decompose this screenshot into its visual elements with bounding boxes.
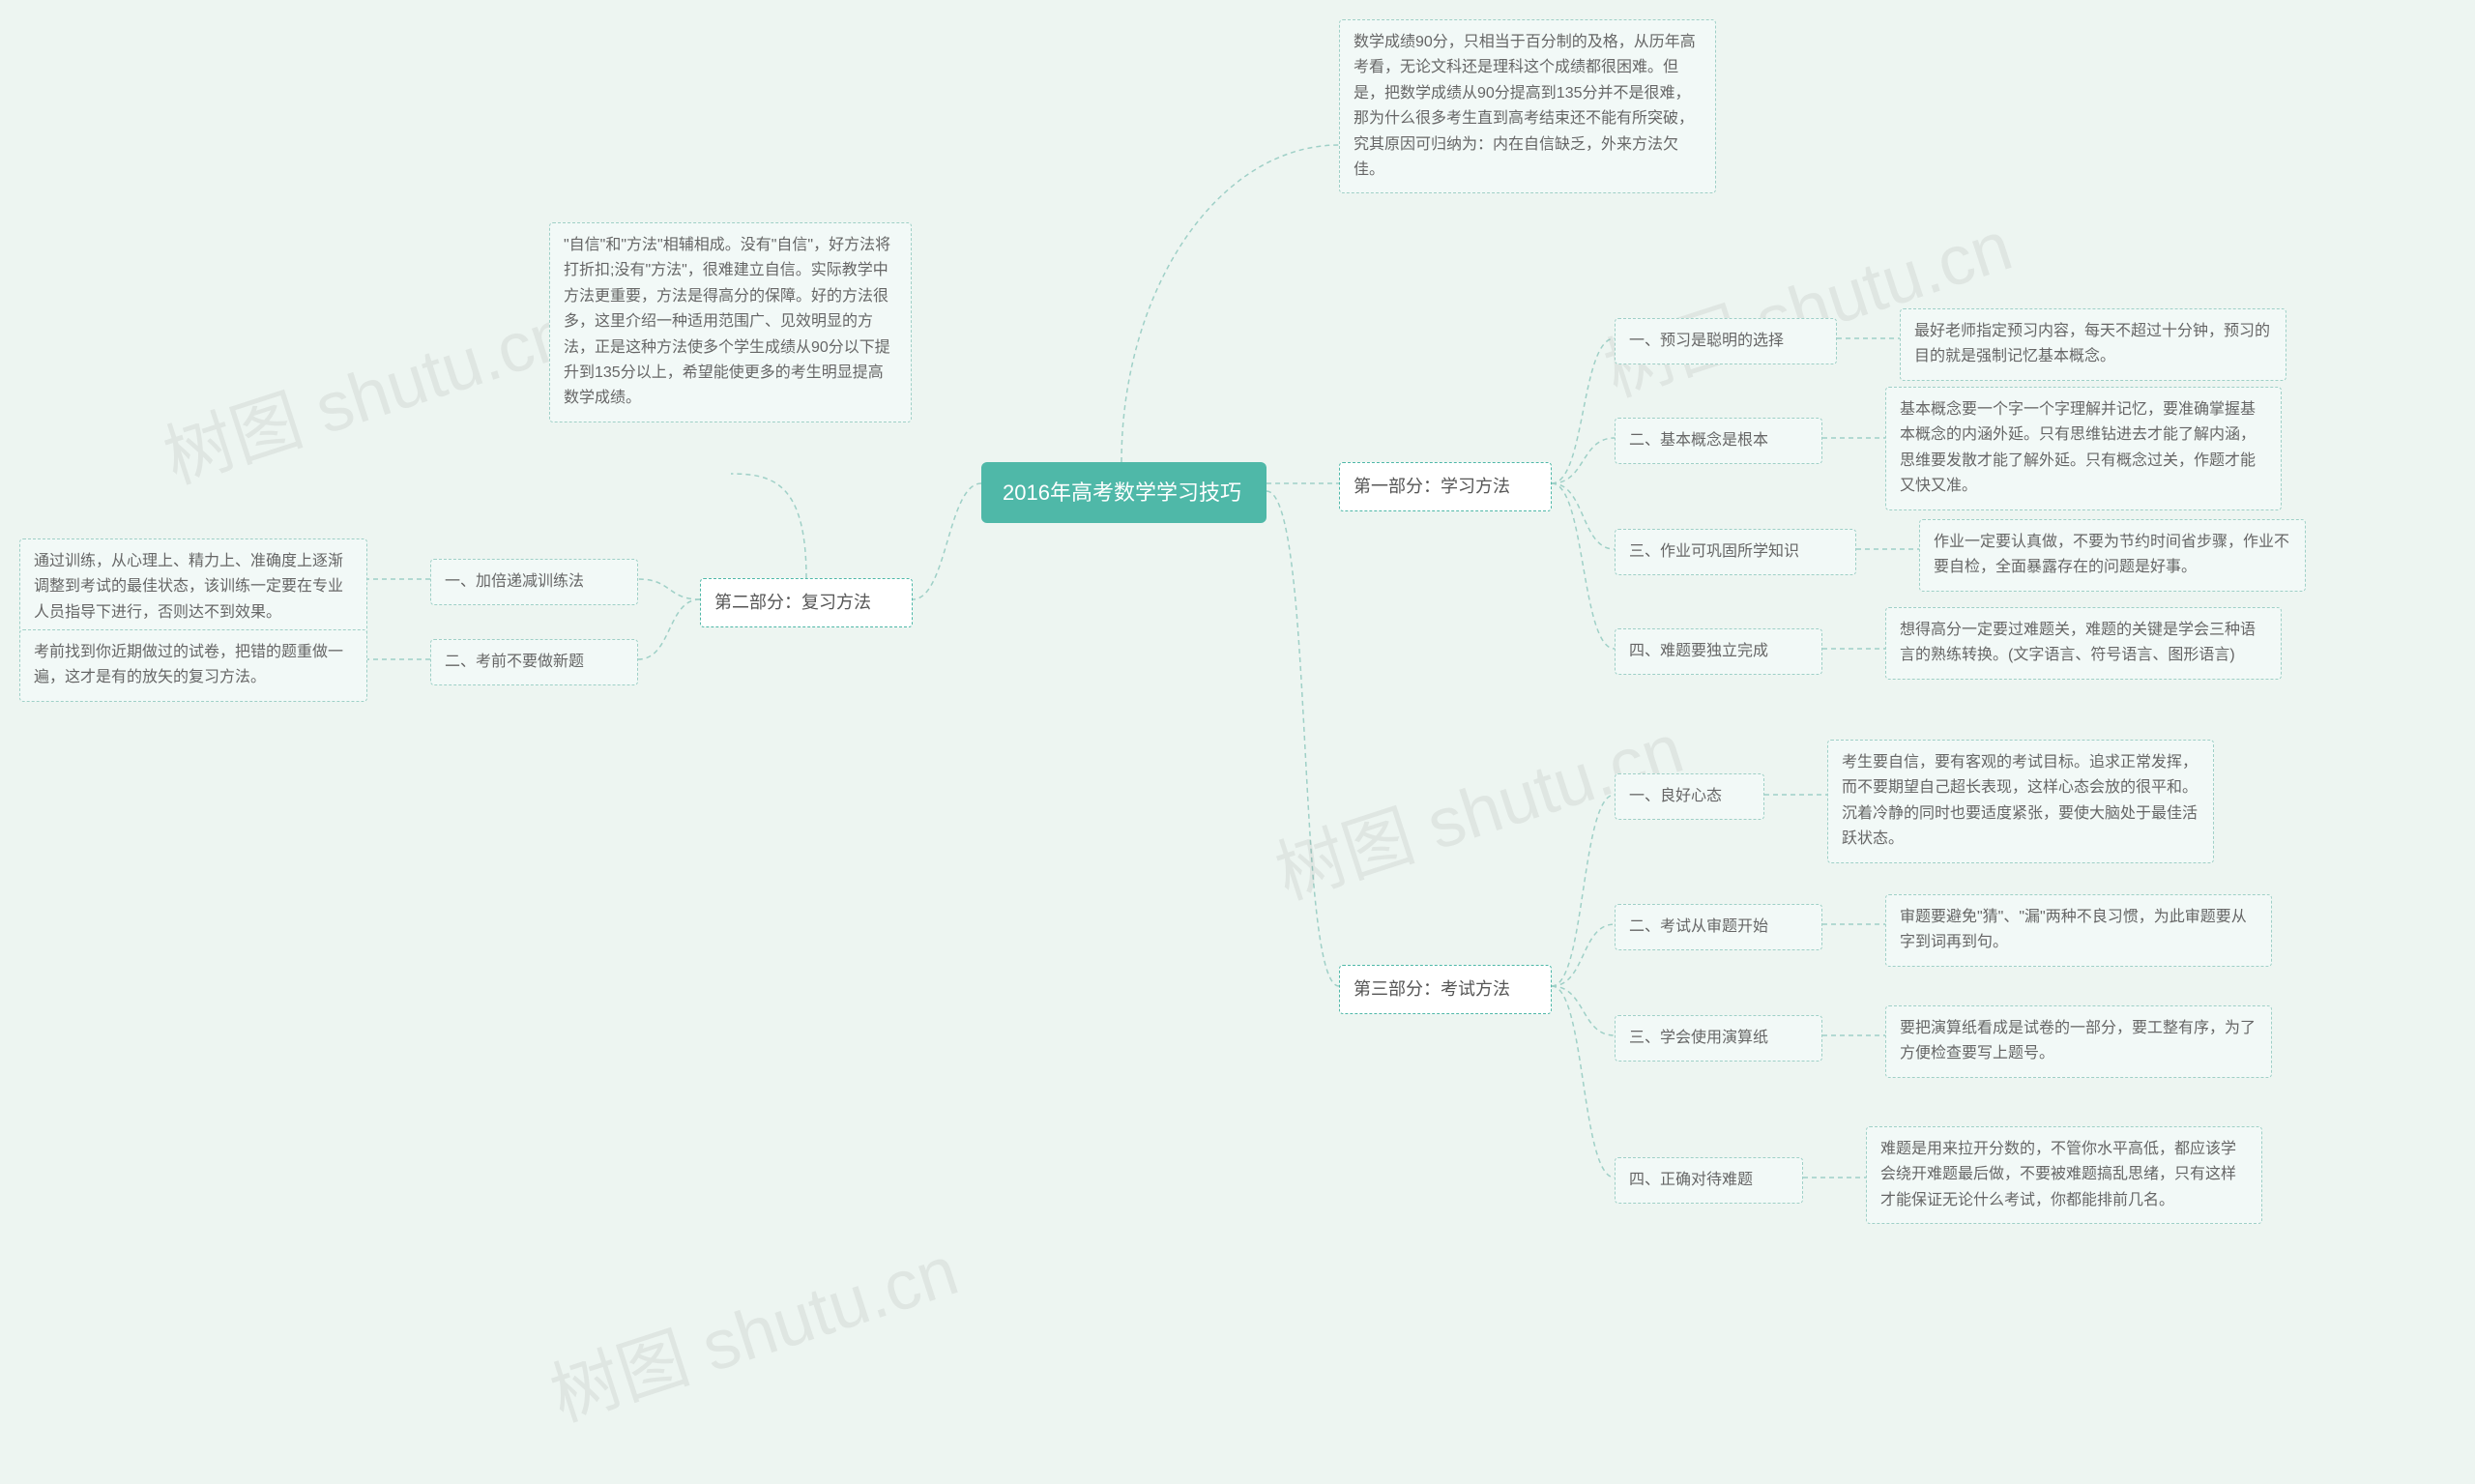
watermark: 树图 shutu.cn [1589,189,2022,416]
part1-node[interactable]: 第一部分：学习方法 [1339,462,1552,511]
part1-item2[interactable]: 二、基本概念是根本 [1615,418,1822,464]
part2-item2[interactable]: 二、考前不要做新题 [430,639,638,685]
part1-item1[interactable]: 一、预习是聪明的选择 [1615,318,1837,364]
part3-item4-desc: 难题是用来拉开分数的，不管你水平高低，都应该学会绕开难题最后做，不要被难题搞乱思… [1866,1126,2262,1224]
intro-box: 数学成绩90分，只相当于百分制的及格，从历年高考看，无论文科还是理科这个成绩都很… [1339,19,1716,193]
part1-item3[interactable]: 三、作业可巩固所学知识 [1615,529,1856,575]
part2-item2-desc: 考前找到你近期做过的试卷，把错的题重做一遍，这才是有的放矢的复习方法。 [19,629,367,702]
part3-item3-desc: 要把演算纸看成是试卷的一部分，要工整有序，为了方便检查要写上题号。 [1885,1005,2272,1078]
part3-item2[interactable]: 二、考试从审题开始 [1615,904,1822,950]
part1-item4[interactable]: 四、难题要独立完成 [1615,628,1822,675]
part2-item1-desc: 通过训练，从心理上、精力上、准确度上逐渐调整到考试的最佳状态，该训练一定要在专业… [19,538,367,636]
watermark: 树图 shutu.cn [149,276,581,503]
root-node[interactable]: 2016年高考数学学习技巧 [981,462,1267,523]
part3-item1-desc: 考生要自信，要有客观的考试目标。追求正常发挥，而不要期望自己超长表现，这样心态会… [1827,740,2214,863]
part3-item2-desc: 审题要避免"猜"、"漏"两种不良习惯，为此审题要从字到词再到句。 [1885,894,2272,967]
part1-item4-desc: 想得高分一定要过难题关，难题的关键是学会三种语言的熟练转换。(文字语言、符号语言… [1885,607,2282,680]
part1-item2-desc: 基本概念要一个字一个字理解并记忆，要准确掌握基本概念的内涵外延。只有思维钻进去才… [1885,387,2282,510]
part3-item1[interactable]: 一、良好心态 [1615,773,1764,820]
part3-node[interactable]: 第三部分：考试方法 [1339,965,1552,1014]
part3-item4[interactable]: 四、正确对待难题 [1615,1157,1803,1204]
part1-item1-desc: 最好老师指定预习内容，每天不超过十分钟，预习的目的就是强制记忆基本概念。 [1900,308,2286,381]
watermark: 树图 shutu.cn [536,1213,968,1440]
part2-intro: "自信"和"方法"相辅相成。没有"自信"，好方法将打折扣;没有"方法"，很难建立… [549,222,912,422]
part2-node[interactable]: 第二部分：复习方法 [700,578,913,627]
part1-item3-desc: 作业一定要认真做，不要为节约时间省步骤，作业不要自检，全面暴露存在的问题是好事。 [1919,519,2306,592]
part2-item1[interactable]: 一、加倍递减训练法 [430,559,638,605]
part3-item3[interactable]: 三、学会使用演算纸 [1615,1015,1822,1062]
